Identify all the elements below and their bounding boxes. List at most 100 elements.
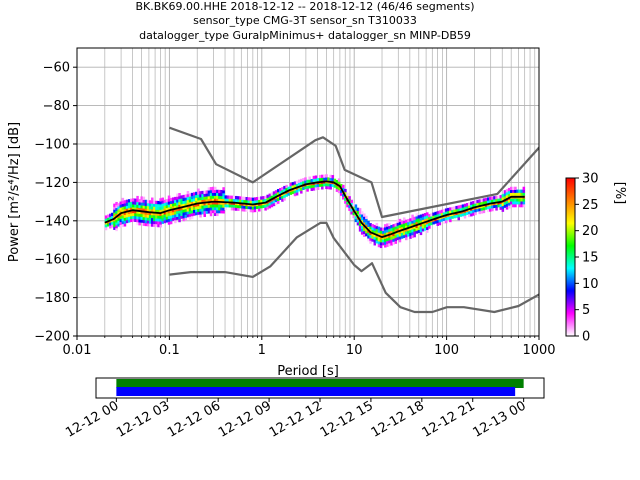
psd-heat-cell <box>199 199 202 204</box>
psd-heat-cell <box>491 205 494 209</box>
y-tick-label: −80 <box>43 99 70 114</box>
psd-heat-cell <box>379 233 383 237</box>
psd-heat-cell <box>222 192 225 197</box>
psd-heat-cell <box>163 202 167 206</box>
psd-heat-cell <box>218 189 221 194</box>
psd-heat-cell <box>335 185 339 190</box>
psd-heat-cell <box>140 202 144 206</box>
psd-heat-cell <box>255 208 259 212</box>
psd-heat-cell <box>186 196 190 201</box>
psd-heat-cell <box>407 221 410 226</box>
psd-heat-cell <box>386 237 389 242</box>
psd-heat-cell <box>155 220 158 225</box>
psd-heat-cell <box>268 205 272 209</box>
psd-heat-cell <box>266 206 269 210</box>
psd-heat-cell <box>514 204 517 208</box>
psd-heat-cell <box>270 195 274 199</box>
psd-heat-cell <box>234 198 238 203</box>
psd-heat-cell <box>209 187 213 191</box>
psd-heat-cell <box>522 201 526 205</box>
psd-heat-cell <box>190 195 194 199</box>
psd-heat-cell <box>392 241 395 245</box>
psd-heat-cell <box>174 202 177 206</box>
psd-heat-cell <box>205 207 209 211</box>
psd-heat-cell <box>211 201 215 205</box>
psd-heat-cell <box>140 219 144 223</box>
psd-heat-cell <box>180 215 183 219</box>
psd-heat-cell <box>123 223 127 227</box>
psd-heat-cell <box>358 208 362 212</box>
psd-heat-cell <box>342 187 345 191</box>
psd-heat-cell <box>266 197 269 201</box>
psd-heat-cell <box>182 209 185 213</box>
coverage-segment <box>116 387 516 396</box>
psd-heat-cell <box>449 207 452 211</box>
psd-heat-cell <box>514 186 517 190</box>
psd-heat-cell <box>123 205 127 210</box>
psd-heat-cell <box>117 206 120 210</box>
psd-heat-cell <box>163 219 167 224</box>
psd-heat-cell <box>148 220 152 224</box>
psd-heat-cell <box>293 192 297 197</box>
psd-heat-cell <box>207 193 211 197</box>
psd-heat-cell <box>182 215 185 219</box>
psd-heat-cell <box>430 213 433 217</box>
psd-heat-cell <box>350 199 353 204</box>
psd-heat-cell <box>478 202 482 206</box>
psd-heat-cell <box>390 236 393 240</box>
psd-heat-cell <box>203 193 206 197</box>
psd-heat-cell <box>318 183 322 187</box>
psd-heat-cell <box>111 212 114 217</box>
psd-heat-cell <box>390 224 393 229</box>
psd-heat-cell <box>121 215 125 219</box>
psd-heat-cell <box>373 236 377 240</box>
psd-heat-cell <box>377 229 381 233</box>
psd-heat-cell <box>216 189 219 194</box>
psd-heat-cell <box>375 231 379 235</box>
psd-heat-cell <box>207 201 211 205</box>
psd-heat-cell <box>321 186 324 190</box>
psd-heat-cell <box>503 193 507 197</box>
psd-heat-cell <box>148 217 152 221</box>
psd-heat-cell <box>279 188 282 192</box>
psd-heat-cell <box>415 221 419 226</box>
psd-heat-cell <box>178 204 181 208</box>
psd-heat-cell <box>237 207 240 211</box>
psd-heat-cell <box>186 199 190 203</box>
psd-heat-cell <box>373 239 377 243</box>
psd-heat-cell <box>201 199 204 203</box>
psd-heat-cell <box>365 230 368 234</box>
psd-heat-cell <box>323 183 326 187</box>
psd-heat-cell <box>199 205 202 209</box>
chart-title: BK.BK69.00.HHE 2018-12-12 -- 2018-12-12 … <box>135 0 474 42</box>
psd-heat-cell <box>146 205 150 210</box>
psd-heat-cell <box>522 204 526 208</box>
psd-heat-cell <box>377 241 381 245</box>
x-axis-ticks: 0.01 0.1 1 10 100 1000 <box>63 336 556 358</box>
psd-heat-cell <box>213 186 217 191</box>
psd-heat-cell <box>184 214 188 218</box>
psd-heat-cell <box>159 203 162 208</box>
psd-heat-cell <box>428 213 431 218</box>
psd-heat-cell <box>388 234 391 238</box>
psd-heat-cell <box>447 207 450 212</box>
psd-heat-cell <box>186 214 190 218</box>
psd-heat-cell <box>423 218 427 223</box>
psd-heat-cell <box>520 204 523 208</box>
psd-heat-cell <box>505 191 509 196</box>
psd-heat-cell <box>136 210 139 214</box>
psd-heat-cell <box>398 233 402 237</box>
psd-heat-cell <box>421 222 425 226</box>
psd-heat-cell <box>423 227 427 231</box>
psd-heat-cell <box>369 225 372 230</box>
psd-heat-cell <box>136 207 139 211</box>
psd-heat-cell <box>375 240 379 244</box>
psd-heat-cell <box>134 215 137 220</box>
psd-heat-cell <box>411 214 414 218</box>
psd-heat-cell <box>394 234 398 239</box>
psd-heat-cell <box>241 199 244 203</box>
psd-heat-cell <box>171 200 175 204</box>
psd-heat-cell <box>438 210 442 214</box>
psd-heat-cell <box>178 210 181 214</box>
psd-heat-cell <box>432 221 435 225</box>
